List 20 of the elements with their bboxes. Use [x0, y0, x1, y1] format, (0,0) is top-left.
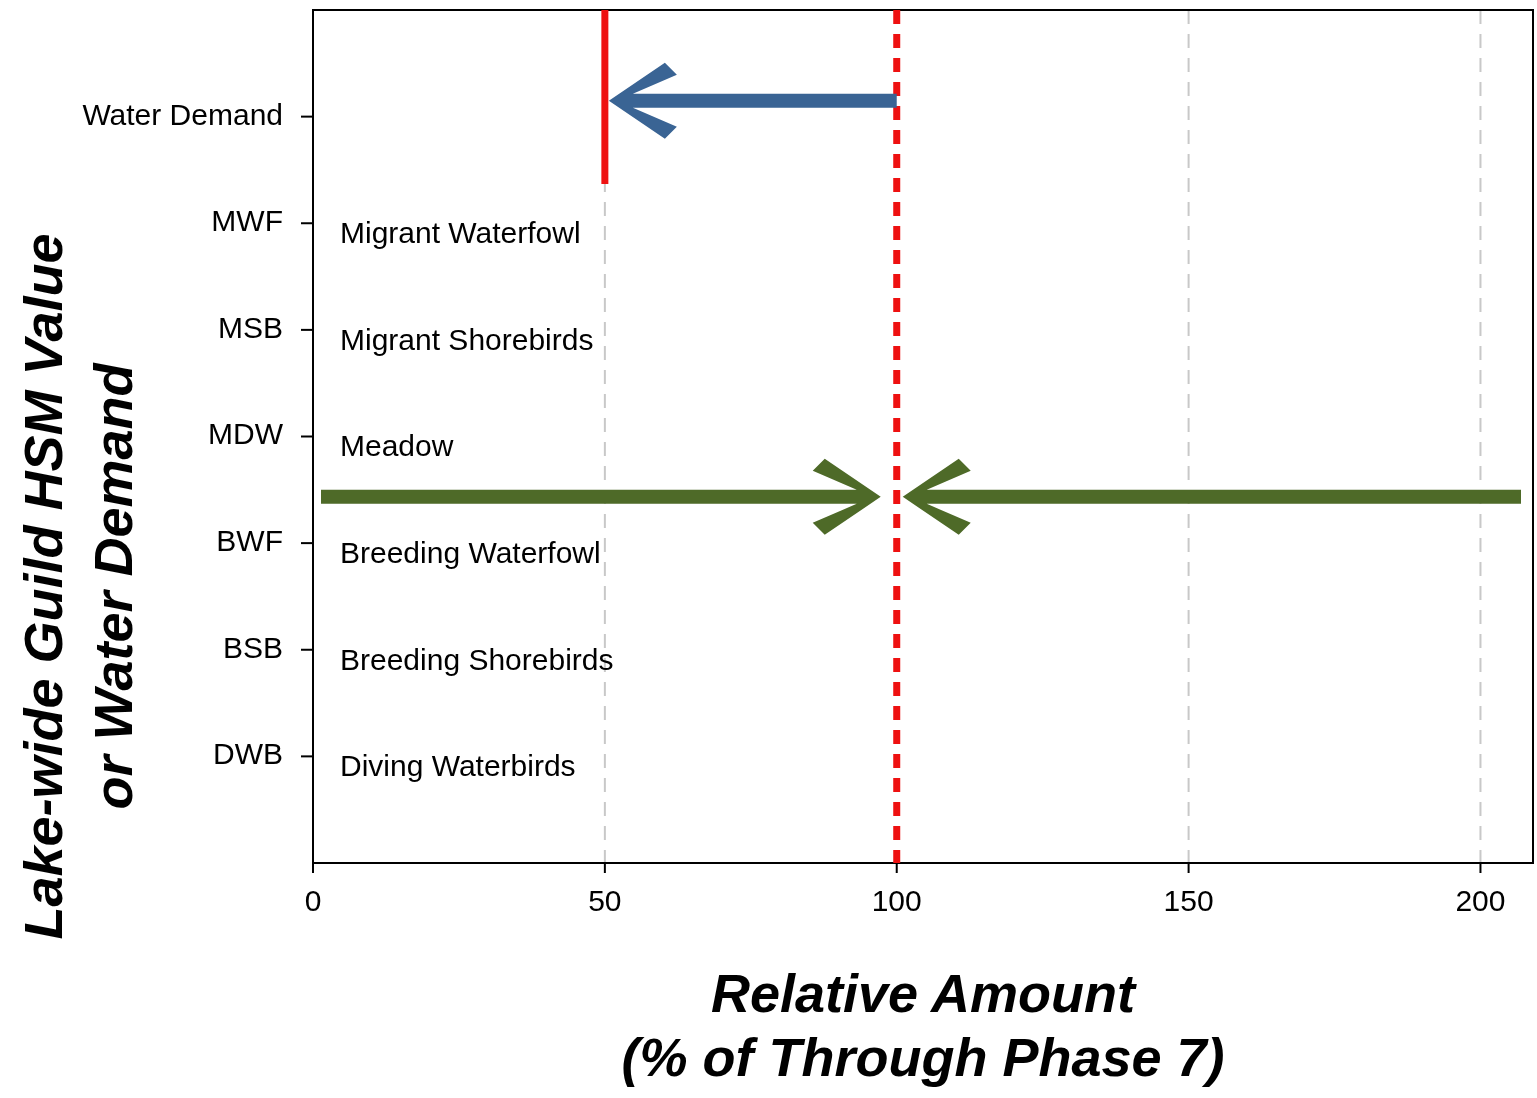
x-tick-label: 50	[588, 884, 622, 917]
y-tick-label: MSB	[217, 310, 283, 344]
y-tick-label: BWF	[216, 524, 283, 558]
y-axis-title: Lake-wide Guild HSM Value or Water Demand	[13, 233, 143, 940]
annotation: Migrant Waterfowl	[340, 216, 581, 250]
y-tick-label: Water Demand	[82, 97, 283, 131]
x-tick-label: 200	[1455, 884, 1506, 917]
annotation: Meadow	[340, 429, 454, 463]
annotation: Breeding Shorebirds	[340, 642, 614, 676]
x-tick-label: 0	[304, 884, 322, 917]
annotation: Diving Waterbirds	[340, 749, 576, 783]
y-tick-label: MWF	[211, 204, 283, 238]
y-tick-label: BSB	[222, 630, 283, 664]
y-tick-label: MDW	[208, 417, 284, 451]
annotation: Migrant Shorebirds	[340, 322, 594, 356]
x-tick-label: 100	[871, 884, 922, 917]
x-tick-label: 150	[1163, 884, 1214, 917]
y-tick-label: DWB	[213, 737, 283, 771]
x-axis-title: Relative Amount (% of Through Phase 7)	[621, 963, 1225, 1087]
annotation: Breeding Waterfowl	[340, 536, 601, 570]
